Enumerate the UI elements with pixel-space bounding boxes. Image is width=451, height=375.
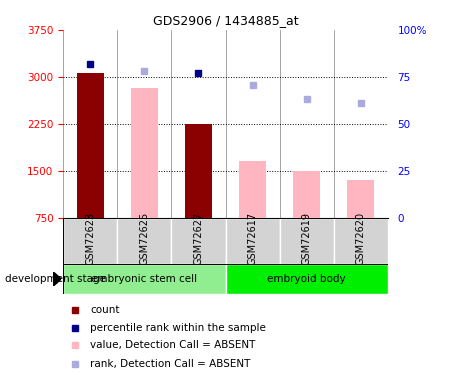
Text: GSM72619: GSM72619 [302,212,312,265]
Bar [347,180,374,218]
Text: embryoid body: embryoid body [267,274,346,284]
Title: GDS2906 / 1434885_at: GDS2906 / 1434885_at [153,15,298,27]
Bar [171,217,226,264]
Text: development stage: development stage [5,274,106,284]
Bar [63,217,117,264]
Bar [280,217,334,264]
Text: embryonic stem cell: embryonic stem cell [91,274,198,284]
Text: value, Detection Call = ABSENT: value, Detection Call = ABSENT [90,340,256,350]
Bar [226,264,388,294]
Bar [77,73,104,217]
Text: rank, Detection Call = ABSENT: rank, Detection Call = ABSENT [90,359,251,369]
Text: GSM72617: GSM72617 [248,212,258,265]
Text: count: count [90,305,120,315]
Bar [239,161,266,218]
Text: GSM72625: GSM72625 [139,212,149,265]
Polygon shape [53,272,61,286]
Text: GSM72627: GSM72627 [193,212,203,265]
Bar [226,217,280,264]
Bar [117,217,171,264]
Bar [63,264,226,294]
Text: GSM72623: GSM72623 [85,212,95,265]
Bar [293,171,320,217]
Bar [334,217,388,264]
Text: GSM72620: GSM72620 [356,212,366,265]
Text: percentile rank within the sample: percentile rank within the sample [90,323,266,333]
Bar [131,88,158,218]
Bar [185,124,212,218]
